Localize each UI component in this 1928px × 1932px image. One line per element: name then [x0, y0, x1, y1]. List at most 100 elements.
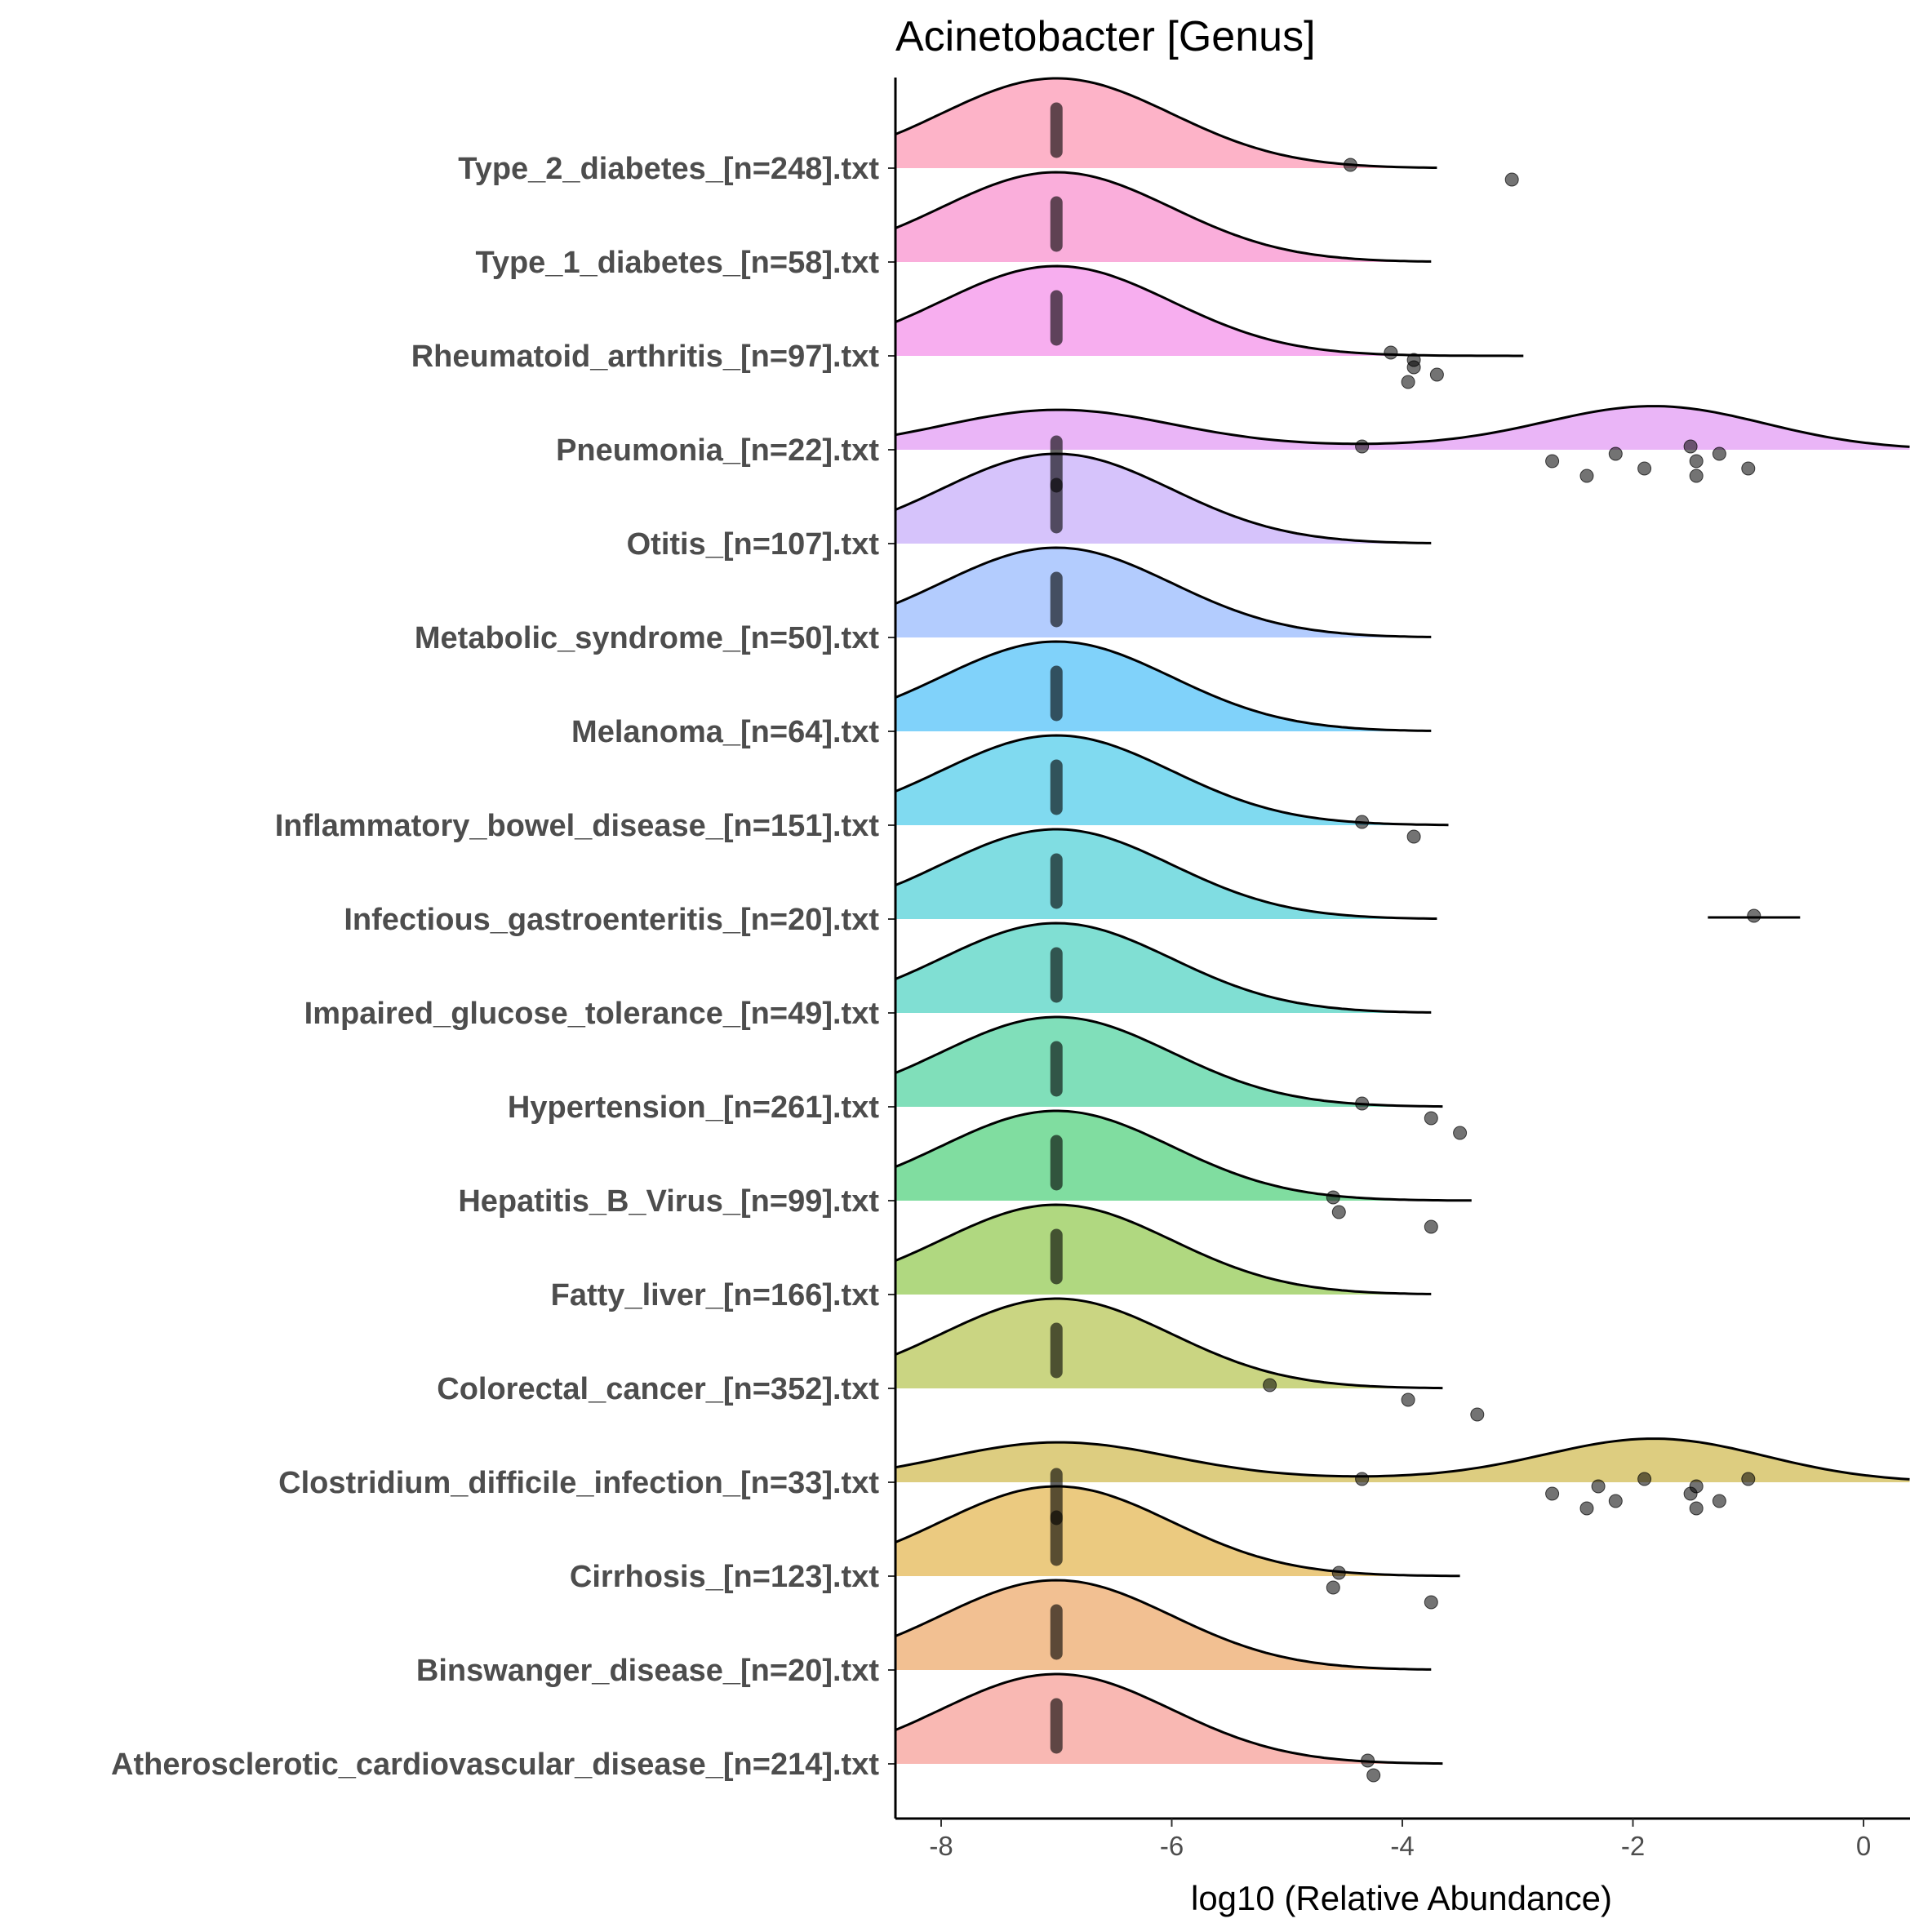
outlier-point [1366, 1768, 1381, 1783]
category-label-fatty-liver: Fatty_liver_[n=166].txt [551, 1278, 880, 1312]
outlier-point [1331, 1566, 1346, 1580]
category-label-inflammatory-bowel-disease: Inflammatory_bowel_disease_[n=151].txt [275, 809, 880, 843]
outlier-point [1545, 454, 1560, 469]
outlier-point [1747, 908, 1761, 923]
x-tick-label: -6 [1160, 1831, 1184, 1861]
cloud-hepatitis-b-virus [895, 1111, 1472, 1201]
outlier-point [1326, 1580, 1340, 1595]
category-label-cirrhosis: Cirrhosis_[n=123].txt [570, 1560, 879, 1594]
cloud-atherosclerotic-cardiovascular-disease [895, 1674, 1443, 1764]
cloud-outline-binswanger-disease [894, 1579, 1432, 1671]
outlier-point [1355, 815, 1370, 829]
outlier-point [1429, 367, 1444, 382]
outlier-point [1741, 1472, 1756, 1486]
cloud-type-1-diabetes [895, 172, 1432, 262]
category-labels: Type_2_diabetes_[n=248].txt Type_1_diabet… [111, 152, 879, 1782]
cloud-outline-impaired-glucose-tolerance [894, 922, 1432, 1014]
outlier-point [1401, 375, 1415, 389]
cloud-colorectal-cancer [895, 1299, 1443, 1388]
cloud-outline-colorectal-cancer [894, 1297, 1443, 1390]
cloud-outline-otitis [894, 452, 1432, 544]
outlier-point [1424, 1111, 1438, 1126]
cloud-metabolic-syndrome [895, 548, 1432, 637]
cloud-binswanger-disease [895, 1580, 1432, 1670]
outlier-point [1343, 158, 1357, 172]
outlier-point [1689, 1479, 1704, 1494]
cloud-clostridium-difficile-infection [895, 1438, 1910, 1482]
cloud-hypertension [895, 1017, 1443, 1107]
outlier-point [1579, 469, 1594, 483]
cloud-cirrhosis [895, 1486, 1460, 1576]
outlier-point [1355, 439, 1370, 454]
category-label-hepatitis-b-virus: Hepatitis_B_Virus_[n=99].txt [458, 1184, 879, 1219]
category-label-colorectal-cancer: Colorectal_cancer_[n=352].txt [437, 1372, 879, 1406]
x-tick-label: -2 [1621, 1831, 1645, 1861]
cloud-type-2-diabetes [895, 78, 1437, 168]
cloud-outline-type-1-diabetes [894, 171, 1432, 263]
cloud-melanoma [895, 642, 1432, 731]
cloud-outline-infectious-gastroenteritis [894, 828, 1437, 920]
category-label-metabolic-syndrome: Metabolic_syndrome_[n=50].txt [415, 621, 879, 655]
outlier-point [1406, 353, 1421, 367]
outlier-point [1470, 1407, 1485, 1422]
outlier-point [1689, 454, 1704, 469]
outlier-point [1331, 1205, 1346, 1219]
x-tick-label: 0 [1856, 1831, 1871, 1861]
outlier-point [1683, 439, 1698, 454]
x-axis-title: log10 (Relative Abundance) [1191, 1879, 1612, 1917]
category-label-pneumonia: Pneumonia_[n=22].txt [556, 433, 879, 468]
category-label-rheumatoid-arthritis: Rheumatoid_arthritis_[n=97].txt [411, 340, 880, 374]
category-label-melanoma: Melanoma_[n=64].txt [571, 715, 879, 749]
cloud-outline-fatty-liver [894, 1203, 1432, 1295]
outlier-point [1384, 345, 1398, 360]
category-label-clostridium-difficile-infection: Clostridium_difficile_infection_[n=33].t… [278, 1466, 879, 1500]
outlier-point [1591, 1479, 1606, 1494]
cloud-impaired-glucose-tolerance [895, 923, 1432, 1013]
category-label-otitis: Otitis_[n=107].txt [627, 527, 880, 562]
cloud-outline-hepatitis-b-virus [894, 1109, 1472, 1202]
outlier-point [1712, 446, 1726, 461]
outlier-point [1689, 469, 1704, 483]
outlier-point [1401, 1392, 1415, 1407]
outlier-point [1453, 1126, 1468, 1140]
outlier-point [1424, 1595, 1438, 1610]
outlier-point [1424, 1219, 1438, 1234]
category-label-atherosclerotic-cardiovascular-disease: Atherosclerotic_cardiovascular_disease_[… [111, 1748, 879, 1782]
cloud-outline-atherosclerotic-cardiovascular-disease [894, 1672, 1443, 1765]
cloud-inflammatory-bowel-disease [895, 735, 1449, 825]
cloud-outline-metabolic-syndrome [894, 546, 1432, 638]
category-label-hypertension: Hypertension_[n=261].txt [508, 1090, 879, 1125]
cloud-outline-cirrhosis [894, 1485, 1460, 1578]
outlier-point [1545, 1486, 1560, 1501]
outlier-point [1637, 1472, 1652, 1486]
category-label-type-1-diabetes: Type_1_diabetes_[n=58].txt [475, 246, 879, 280]
outlier-point [1689, 1501, 1704, 1516]
outlier-point [1637, 461, 1652, 476]
cloud-infectious-gastroenteritis [895, 829, 1437, 919]
outlier-point [1712, 1494, 1726, 1508]
cloud-pneumonia [895, 406, 1910, 450]
chart-title: Acinetobacter [Genus] [895, 13, 1316, 60]
cloud-outline-hypertension [894, 1015, 1443, 1108]
category-label-type-2-diabetes: Type_2_diabetes_[n=248].txt [458, 152, 879, 186]
outlier-point [1608, 1494, 1623, 1508]
category-label-impaired-glucose-tolerance: Impaired_glucose_tolerance_[n=49].txt [304, 997, 880, 1031]
outlier-point [1326, 1190, 1340, 1205]
cloud-outline-clostridium-difficile-infection [895, 1437, 1910, 1481]
cloud-outline-pneumonia [895, 405, 1910, 448]
outlier-point [1579, 1501, 1594, 1516]
category-label-binswanger-disease: Binswanger_disease_[n=20].txt [416, 1654, 879, 1688]
cloud-outline-melanoma [894, 640, 1432, 732]
outlier-point [1504, 172, 1519, 187]
x-tick-label: -4 [1390, 1831, 1414, 1861]
outlier-point [1263, 1378, 1277, 1392]
outlier-point [1355, 1472, 1370, 1486]
cloud-fatty-liver [895, 1205, 1432, 1295]
outlier-point [1361, 1753, 1375, 1768]
outlier-point [1608, 446, 1623, 461]
category-label-infectious-gastroenteritis: Infectious_gastroenteritis_[n=20].txt [344, 903, 879, 937]
outlier-point [1355, 1096, 1370, 1111]
axes: -8 -6 -4 -2 0 [888, 78, 1910, 1861]
